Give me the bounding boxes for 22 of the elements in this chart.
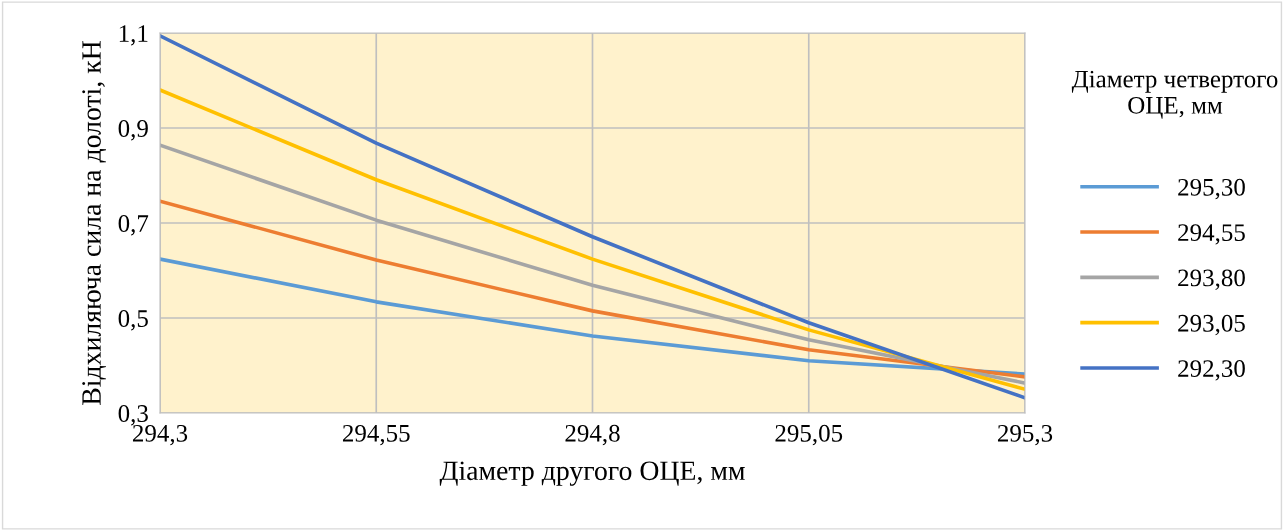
y-tick-label: 0,7	[118, 215, 149, 236]
y-tick-label: 0,5	[118, 310, 148, 331]
line-series	[160, 257, 1025, 376]
legend-label: 294,55	[1178, 224, 1245, 245]
y-tick-label: 1,1	[119, 25, 148, 46]
y-tick-label: 0,3	[118, 405, 148, 426]
legend-label: 293,80	[1178, 269, 1245, 290]
x-tick-label: 295,05	[775, 424, 843, 446]
x-tick-label: 294,3	[132, 424, 188, 446]
y-tick-label: 0,9	[118, 120, 148, 141]
x-axis-title: Діаметр другого ОЦЕ, мм	[439, 461, 745, 486]
line-series	[160, 143, 1025, 385]
legend-label: 293,05	[1178, 314, 1245, 336]
y-axis-title: Відхиляюча сила на долоті, кН	[82, 41, 106, 405]
legend-label: 295,30	[1178, 178, 1245, 200]
line-series	[160, 88, 1025, 392]
x-tick-label: 295,3	[997, 424, 1053, 446]
x-tick-label: 294,55	[342, 424, 410, 446]
legend-title: Діаметр четвертого ОЦЕ, мм	[1071, 70, 1278, 119]
line-series	[160, 199, 1025, 379]
legend-label: 292,30	[1178, 360, 1245, 381]
x-tick-label: 294,8	[565, 424, 620, 446]
